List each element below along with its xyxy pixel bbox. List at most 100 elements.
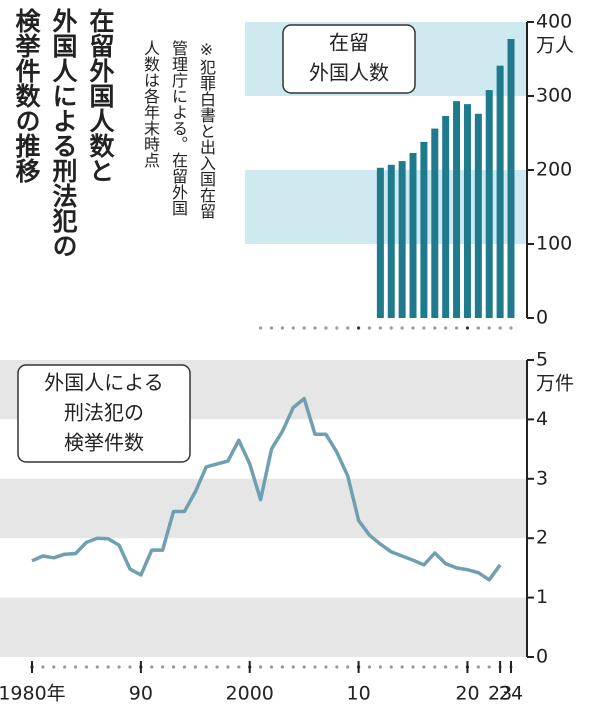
x-dot: [226, 665, 230, 669]
x-dot: [313, 326, 317, 330]
x-dot: [367, 665, 372, 669]
x-dot: [346, 665, 350, 669]
legend-label: 外国人数: [309, 61, 389, 85]
bar: [376, 167, 384, 318]
y-tick-label: 5: [536, 349, 548, 371]
x-dot: [422, 665, 426, 669]
x-dot: [128, 665, 132, 669]
unit-label: 万件: [536, 373, 574, 395]
bar: [420, 141, 428, 318]
x-tick-label: 20: [455, 683, 479, 705]
note-line: 管理庁による。在留外国: [169, 40, 188, 216]
x-dot: [378, 665, 382, 669]
x-dot: [433, 665, 437, 669]
x-dot: [215, 665, 219, 669]
note-line: 人数は各年末時点: [141, 40, 160, 168]
title-line: 外国人による刑法犯の: [49, 8, 78, 258]
x-dot: [444, 665, 448, 669]
title-line: 検挙件数の推移: [12, 8, 41, 183]
x-dot: [302, 326, 306, 330]
note-line: ※犯罪白書と出入国在留: [197, 40, 216, 219]
x-tick-label: 90: [129, 683, 153, 705]
unit-label: 万人: [536, 35, 574, 57]
x-dot: [161, 665, 165, 669]
x-dot: [335, 665, 339, 669]
x-dot: [509, 326, 513, 330]
x-dot: [389, 326, 393, 330]
bar: [485, 90, 493, 318]
y-tick-label: 400: [536, 11, 572, 33]
bar: [398, 161, 406, 318]
x-dot: [454, 665, 459, 669]
bar: [453, 101, 461, 319]
x-dot: [291, 665, 295, 669]
band: [245, 170, 527, 244]
x-dot: [259, 665, 263, 669]
legend-box: [282, 24, 416, 94]
legend-label: 刑法犯の: [64, 401, 144, 425]
x-dot: [422, 326, 426, 330]
x-dot: [63, 665, 67, 669]
x-dot: [280, 665, 284, 669]
x-dot: [204, 665, 208, 669]
bar: [431, 128, 439, 318]
x-dot: [400, 326, 404, 330]
bar: [463, 104, 471, 318]
x-dot: [367, 326, 372, 330]
x-dot: [498, 326, 502, 330]
x-dot: [291, 326, 295, 330]
legend-label: 外国人による: [44, 371, 163, 395]
y-tick-label: 100: [536, 233, 572, 255]
x-dot: [171, 665, 176, 669]
y-tick-label: 1: [536, 586, 548, 608]
y-tick-label: 2: [536, 527, 548, 549]
x-dot: [346, 326, 350, 330]
x-dot: [324, 326, 328, 330]
x-dot: [324, 665, 328, 669]
legend-label: 在留: [329, 31, 369, 55]
x-dot: [280, 326, 284, 330]
x-dot: [302, 665, 306, 669]
bar: [442, 115, 450, 318]
x-dot: [41, 665, 45, 669]
x-dot: [433, 326, 437, 330]
x-dot: [193, 665, 197, 669]
bar: [496, 65, 504, 318]
x-dot: [476, 326, 480, 330]
legend-label: 検挙件数: [64, 431, 144, 455]
x-dot: [476, 665, 480, 669]
x-tick-label: 2000: [226, 683, 274, 705]
x-dot: [269, 326, 274, 330]
x-dot: [465, 326, 470, 330]
y-tick-label: 4: [536, 408, 548, 430]
x-dot: [259, 326, 263, 330]
x-dot: [335, 326, 339, 330]
legend-box: [17, 364, 191, 463]
x-dot: [150, 665, 154, 669]
x-tick-label: 1980年: [0, 683, 66, 705]
x-dot: [73, 665, 78, 669]
x-dot: [182, 665, 187, 669]
x-dot: [313, 665, 317, 669]
x-dot: [444, 326, 448, 330]
x-dot: [389, 665, 393, 669]
y-tick-label: 0: [536, 307, 548, 329]
y-tick-label: 3: [536, 467, 548, 489]
x-dot: [95, 665, 99, 669]
title-line: 在留外国人数と: [86, 8, 115, 183]
x-dot: [356, 326, 361, 330]
x-dot: [411, 665, 415, 669]
x-dot: [237, 665, 241, 669]
x-dot: [487, 665, 491, 669]
y-tick-label: 0: [536, 646, 548, 668]
line: [31, 396, 502, 582]
x-tick-label: 24: [499, 683, 523, 705]
bar: [474, 113, 482, 318]
x-dot: [84, 665, 89, 669]
x-dot: [269, 665, 274, 669]
bar: [507, 39, 515, 319]
x-dot: [454, 326, 459, 330]
x-tick-label: 10: [346, 683, 370, 705]
